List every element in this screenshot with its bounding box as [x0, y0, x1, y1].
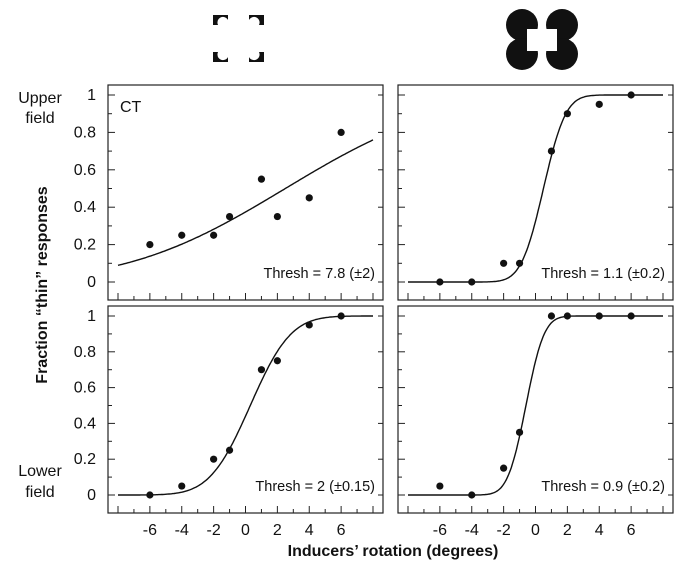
data-point: [178, 482, 186, 490]
lower-field-label-line2: field: [25, 484, 54, 501]
data-point: [563, 312, 571, 320]
data-point: [515, 259, 524, 267]
x-tick-label: -4: [175, 522, 189, 539]
lower-field-label-line1: Lower: [18, 463, 62, 480]
fit-curve: [408, 94, 663, 283]
y-tick-label: 0.6: [74, 162, 96, 179]
panel-upper-left: 0 0.2 0.4 0.6 0.8 1 Thresh = 7.8 (±2) CT: [74, 84, 384, 301]
data-point: [500, 464, 508, 472]
subject-tag: CT: [120, 99, 142, 116]
y-tick-label: 0.4: [74, 199, 96, 216]
data-point: [273, 357, 281, 365]
x-tick-label: -6: [433, 522, 447, 539]
x-tick-label: 2: [563, 522, 572, 539]
data-point: [210, 231, 218, 239]
panel-lower-right: -6 -4 -2 0 2 4 6 Thresh = 0.9 (±0.2): [397, 305, 674, 539]
upper-field-label-line2: field: [25, 110, 54, 127]
data-point: [337, 128, 345, 136]
data-point: [563, 110, 571, 118]
threshold-annotation: Thresh = 0.9 (±0.2): [541, 479, 665, 495]
x-tick-label: 6: [627, 522, 636, 539]
fit-curve: [117, 139, 374, 266]
y-tick-label: 0.6: [74, 380, 96, 397]
fit-curve: [118, 315, 373, 496]
data-point: [210, 455, 218, 463]
data-point: [627, 91, 635, 99]
real-square-inducers-icon: [506, 9, 578, 70]
y-tick-label: 1: [87, 87, 96, 104]
data-point: [436, 482, 444, 490]
data-point: [547, 312, 556, 320]
threshold-annotation: Thresh = 2 (±0.15): [255, 479, 375, 495]
y-tick-label: 0.8: [74, 344, 96, 361]
y-tick-label: 1: [87, 308, 96, 325]
panel-lower-left: 0 0.2 0.4 0.6 0.8 1 -6 -4 -2 0 2 4 6 Thresh = 2 (±0.1…: [74, 305, 384, 539]
panels: 0 0.2 0.4 0.6 0.8 1 Thresh = 7.8 (±2) CT Thresh …: [74, 84, 674, 539]
x-tick-label: 6: [337, 522, 346, 539]
data-point: [178, 231, 186, 239]
fit-curve: [408, 315, 663, 496]
y-tick-label: 0.2: [74, 451, 96, 468]
upper-field-label-line1: Upper: [18, 90, 62, 107]
x-tick-label: 4: [305, 522, 314, 539]
data-point: [627, 312, 635, 320]
y-tick-label: 0: [87, 487, 96, 504]
x-axis-title: Inducers’ rotation (degrees): [288, 543, 499, 560]
data-point: [225, 446, 234, 454]
y-tick-label: 0.4: [74, 415, 96, 432]
data-point: [146, 491, 154, 499]
data-point: [225, 212, 234, 221]
data-point: [337, 312, 345, 320]
data-point: [305, 321, 313, 329]
data-point: [515, 428, 524, 436]
y-tick-label: 0: [87, 274, 96, 291]
data-point: [500, 259, 508, 267]
x-tick-label: 0: [531, 522, 540, 539]
x-tick-label: -4: [465, 522, 479, 539]
data-point: [273, 212, 281, 221]
y-axis-title: Fraction “thin” responses: [34, 186, 51, 383]
x-tick-label: -6: [143, 522, 157, 539]
x-tick-label: 0: [241, 522, 250, 539]
illusory-square-inducers-icon: [213, 15, 264, 62]
data-point: [547, 147, 556, 155]
x-tick-label: 2: [273, 522, 282, 539]
y-tick-label: 0.2: [74, 237, 96, 254]
data-point: [146, 241, 154, 249]
data-point: [595, 100, 603, 108]
x-tick-label: -2: [207, 522, 221, 539]
panel-upper-right: Thresh = 1.1 (±0.2): [397, 84, 674, 301]
data-point: [468, 278, 476, 286]
threshold-annotation: Thresh = 7.8 (±2): [263, 266, 375, 282]
threshold-annotation: Thresh = 1.1 (±0.2): [541, 266, 665, 282]
data-point: [257, 366, 266, 374]
y-tick-label: 0.8: [74, 124, 96, 141]
data-point: [595, 312, 603, 320]
data-point: [436, 278, 444, 286]
x-tick-label: -2: [497, 522, 511, 539]
data-point: [257, 175, 266, 183]
data-point: [305, 194, 313, 202]
x-tick-label: 4: [595, 522, 604, 539]
data-point: [468, 491, 476, 499]
